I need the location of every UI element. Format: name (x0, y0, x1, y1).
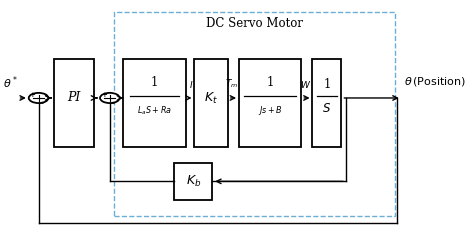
Text: $\theta\,\mathrm{(Position)}$: $\theta\,\mathrm{(Position)}$ (404, 75, 466, 88)
Bar (54, 58, 94, 147)
Text: +: + (101, 91, 107, 99)
Bar (174, 163, 212, 200)
Bar (239, 58, 301, 147)
Text: $S$: $S$ (322, 102, 331, 115)
Text: $L_aS + Ra$: $L_aS + Ra$ (137, 104, 172, 117)
Text: 1: 1 (266, 76, 274, 89)
Text: PI: PI (67, 92, 81, 104)
Circle shape (29, 93, 48, 103)
Text: $K_b$: $K_b$ (186, 174, 201, 189)
Text: +: + (29, 91, 36, 99)
Bar (194, 58, 228, 147)
Bar (114, 12, 395, 216)
Text: $T_m$: $T_m$ (225, 78, 238, 90)
Text: $W$: $W$ (300, 79, 311, 89)
Text: $\theta^*$: $\theta^*$ (3, 75, 18, 91)
Text: $-$: $-$ (36, 98, 45, 106)
Text: 1: 1 (151, 76, 158, 89)
Bar (312, 58, 341, 147)
Text: 1: 1 (323, 78, 331, 91)
Text: $-$: $-$ (108, 98, 116, 106)
Circle shape (100, 93, 119, 103)
Text: DC Servo Motor: DC Servo Motor (206, 17, 303, 30)
Text: $K_t$: $K_t$ (204, 90, 218, 106)
Bar (123, 58, 185, 147)
Text: $Js + B$: $Js + B$ (258, 104, 283, 117)
Text: $I$: $I$ (189, 79, 193, 89)
